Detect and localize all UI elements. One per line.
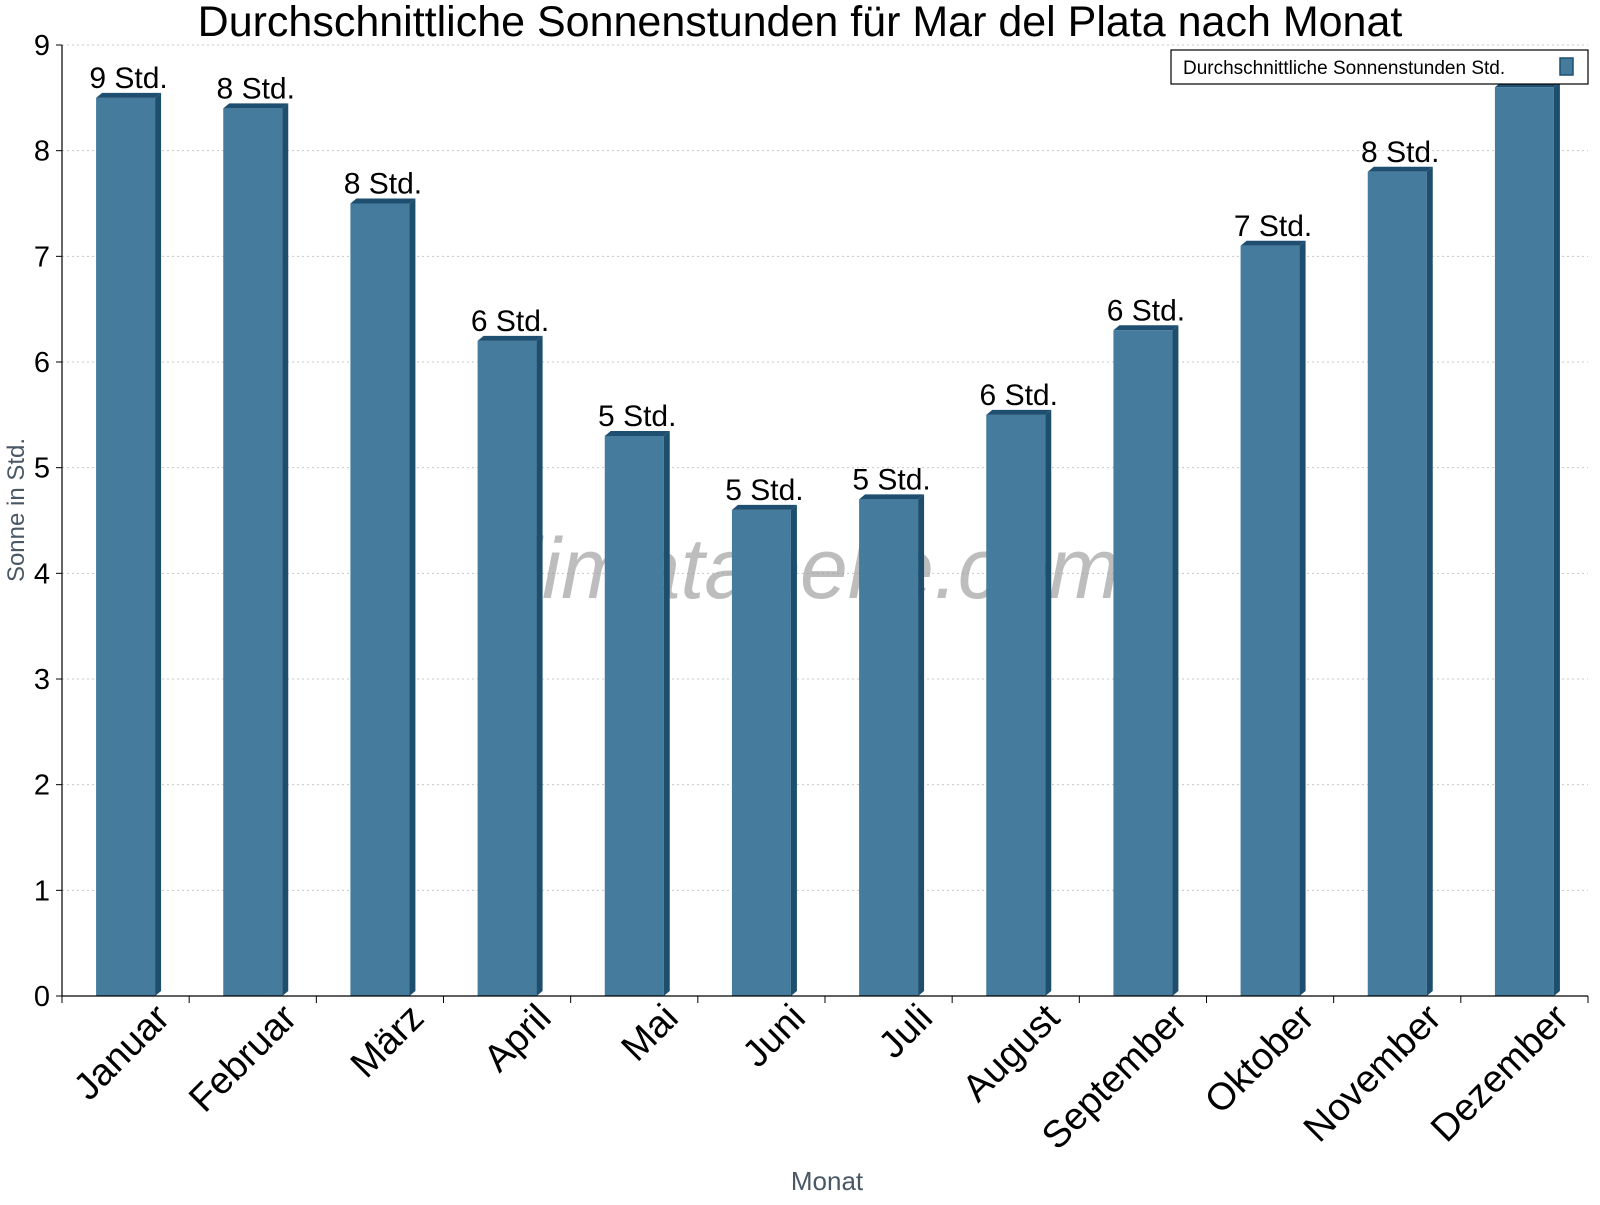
y-tick-label: 0	[34, 981, 50, 1013]
y-tick-label: 7	[34, 241, 50, 273]
chart-title: Durchschnittliche Sonnenstunden für Mar …	[198, 0, 1403, 46]
bar-top	[604, 430, 670, 436]
bar-top	[350, 198, 416, 204]
bar-side	[790, 504, 797, 996]
data-label: 5 Std.	[852, 463, 930, 496]
data-label: 8 Std.	[344, 168, 422, 201]
bar	[604, 435, 664, 996]
bar	[1113, 330, 1173, 996]
bar	[477, 340, 537, 996]
bar-top	[1113, 325, 1179, 331]
bar-side	[155, 92, 162, 997]
data-label: 8 Std.	[1361, 136, 1439, 169]
data-label: 6 Std.	[471, 305, 549, 338]
y-tick-label: 5	[34, 453, 50, 485]
data-label: 5 Std.	[725, 474, 803, 507]
data-label: 9 Std.	[89, 62, 167, 95]
y-axis-title: Sonne in Std.	[3, 438, 30, 582]
bar-top	[1367, 166, 1433, 172]
bar	[1494, 87, 1554, 997]
bar-side	[1045, 409, 1052, 996]
bar-side	[409, 198, 416, 996]
bar-top	[1240, 240, 1306, 246]
legend-label: Durchschnittliche Sonnenstunden Std.	[1183, 58, 1505, 79]
bar-side	[663, 430, 670, 996]
legend-swatch	[1559, 57, 1574, 76]
y-tick-label: 2	[34, 770, 50, 802]
bar-side	[1553, 82, 1560, 997]
bar-top	[96, 92, 162, 98]
bar	[223, 108, 283, 996]
y-tick-label: 1	[34, 875, 50, 907]
bar	[1367, 171, 1427, 997]
bar-top	[986, 409, 1052, 415]
bar-side	[1426, 166, 1433, 997]
bar-top	[731, 504, 797, 510]
data-labels: 9 Std. 8 Std. 8 Std. 6 Std. 5 Std. 5 Std. 5 St…	[89, 62, 1439, 507]
bars	[96, 82, 1560, 997]
data-label: 6 Std.	[1107, 294, 1185, 327]
bar-side	[1172, 325, 1179, 996]
data-label: 5 Std.	[598, 400, 676, 433]
bar	[859, 499, 919, 996]
bar	[350, 203, 410, 996]
bar-side	[918, 494, 925, 996]
data-label: 6 Std.	[980, 379, 1058, 412]
bar-top	[859, 494, 925, 500]
x-axis-title: Monat	[791, 1166, 864, 1196]
bar-side	[536, 335, 543, 996]
bar	[96, 97, 156, 997]
y-tick-label: 4	[34, 558, 50, 590]
bar	[986, 414, 1046, 996]
bar-top	[477, 335, 543, 341]
y-tick-label: 9	[34, 30, 50, 62]
data-label: 7 Std.	[1234, 210, 1312, 243]
y-tick-label: 3	[34, 664, 50, 696]
bar-side	[282, 103, 289, 996]
y-tick-label: 8	[34, 136, 50, 168]
bar-top	[223, 103, 289, 109]
data-label: 8 Std.	[217, 72, 295, 105]
bar	[731, 509, 791, 996]
legend: Durchschnittliche Sonnenstunden Std.	[1170, 49, 1589, 85]
legend-box	[1170, 49, 1589, 85]
bar-side	[1299, 240, 1306, 996]
bar	[1240, 245, 1300, 996]
gridlines	[62, 44, 1588, 891]
y-tick-label: 6	[34, 347, 50, 379]
